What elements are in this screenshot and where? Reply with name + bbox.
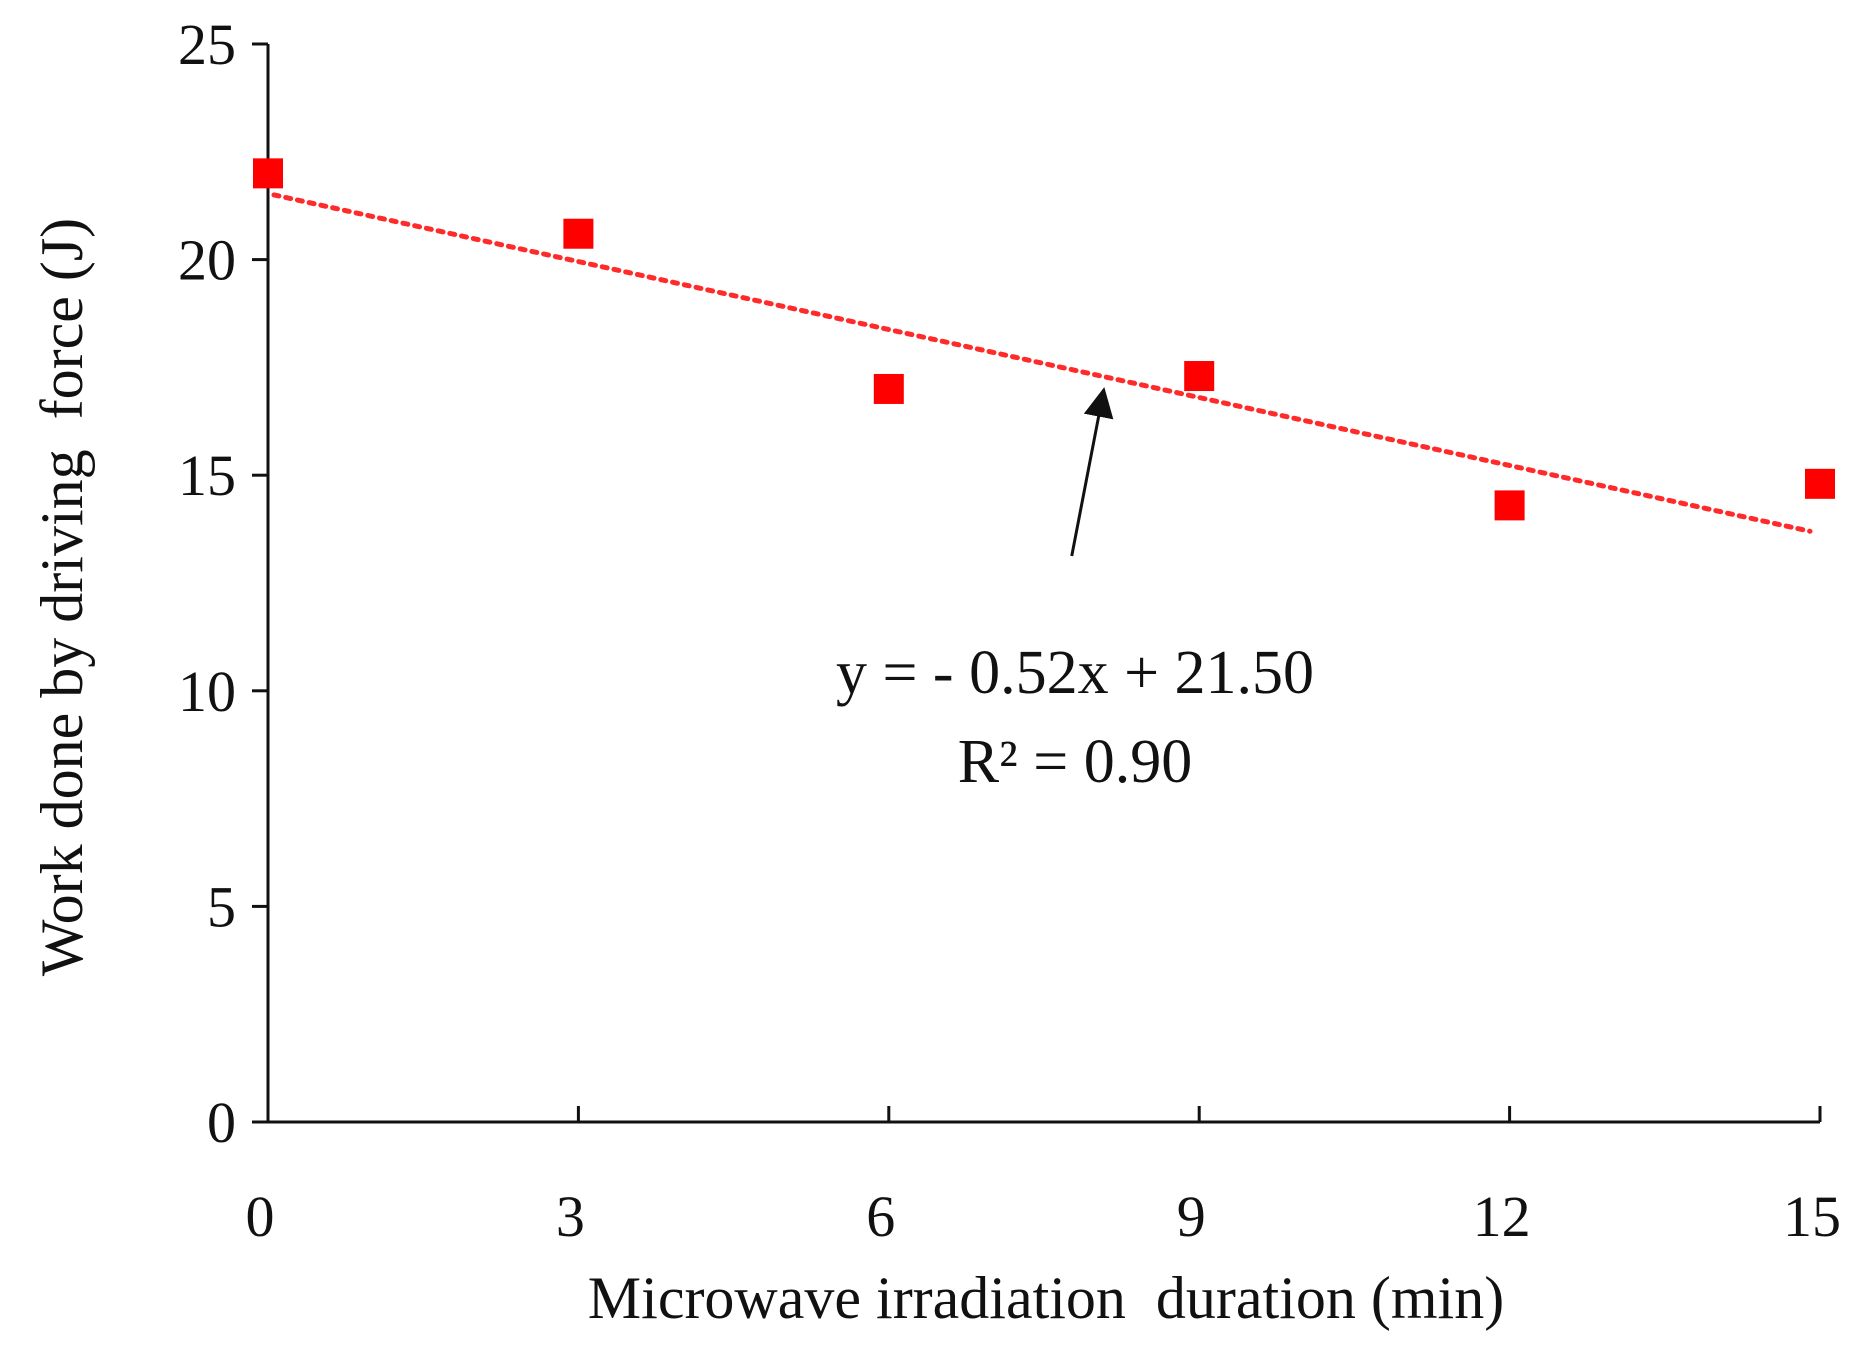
y-tick-label: 25 xyxy=(178,12,236,77)
annotation-arrow xyxy=(1070,387,1114,557)
x-tick-label: 9 xyxy=(1177,1184,1206,1249)
data-point xyxy=(563,218,594,249)
data-points xyxy=(253,158,1835,521)
equation-annotation: y = - 0.52x + 21.50 xyxy=(836,639,1314,707)
data-point xyxy=(873,373,904,404)
x-axis-ticks: 0 3 6 9 12 15 xyxy=(246,1106,1841,1249)
x-tick-label: 0 xyxy=(246,1184,275,1249)
y-tick-label: 20 xyxy=(178,228,236,293)
y-axis-title: Work done by driving force (J) xyxy=(29,218,95,976)
y-tick-label: 10 xyxy=(178,659,236,724)
data-point xyxy=(253,158,283,189)
trendline xyxy=(271,192,1813,534)
x-tick-label: 15 xyxy=(1783,1184,1841,1249)
x-axis-title: Microwave irradiation duration (min) xyxy=(588,1265,1504,1331)
y-tick-label: 5 xyxy=(207,874,236,939)
data-point xyxy=(1805,468,1835,499)
y-tick-label: 15 xyxy=(178,443,236,508)
y-tick-label: 0 xyxy=(207,1090,236,1155)
x-tick-label: 12 xyxy=(1473,1184,1531,1249)
r-squared-annotation: R² = 0.90 xyxy=(958,728,1192,796)
x-tick-label: 3 xyxy=(556,1184,585,1249)
data-point xyxy=(1494,490,1525,521)
y-axis-ticks: 0 5 10 15 20 25 xyxy=(178,12,268,1155)
data-point xyxy=(1184,361,1215,392)
x-tick-label: 6 xyxy=(866,1184,895,1249)
